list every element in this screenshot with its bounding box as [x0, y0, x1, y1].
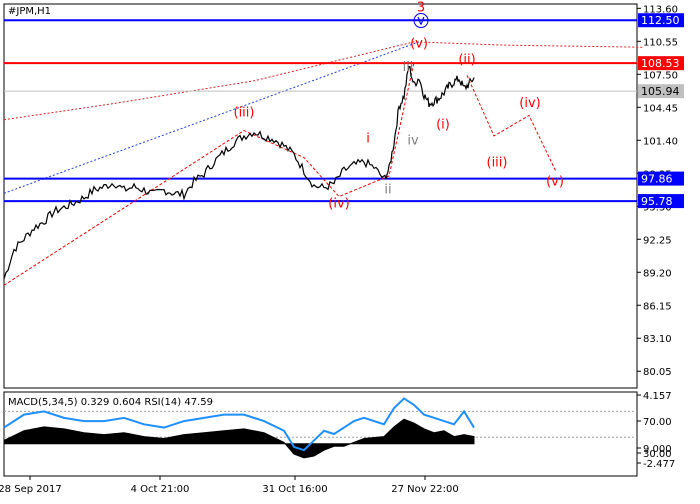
level-tag-label: 105.94 — [641, 85, 680, 98]
indicator-tick-label: -2.477 — [643, 459, 675, 470]
y-tick-label: 107.50 — [643, 70, 678, 81]
x-tick-label: 31 Oct 16:00 — [262, 484, 327, 495]
wave-label: (iii) — [234, 105, 255, 120]
red-channel-line — [3, 41, 645, 121]
price-line — [3, 65, 475, 279]
level-tag-bg — [638, 56, 684, 71]
x-tick-label: 28 Sep 2017 — [0, 484, 62, 495]
wave-label: (v) — [410, 36, 428, 51]
level-tag-label: 112.50 — [641, 14, 680, 27]
x-tick-label: 27 Nov 22:00 — [391, 484, 458, 495]
y-tick-label: 101.40 — [643, 136, 678, 147]
wave-label: ii — [384, 182, 391, 197]
indicator-tick-label: 4.157 — [643, 391, 672, 402]
wave-label: (iv) — [519, 96, 540, 111]
y-tick-label: 113.60 — [643, 4, 678, 15]
wave-label: 3 — [417, 1, 425, 16]
main-panel-frame — [3, 3, 638, 389]
wave-label: iii — [403, 60, 414, 75]
rsi-line — [3, 397, 475, 452]
x-tick-label: 4 Oct 21:00 — [131, 484, 190, 495]
indicator-tick-label: 30.00 — [643, 449, 672, 460]
level-tag-bg — [638, 171, 684, 186]
wave-label: v — [417, 14, 425, 29]
level-tag-bg — [638, 84, 684, 99]
y-tick-label: 83.10 — [643, 334, 672, 345]
y-tick-label: 104.45 — [643, 103, 678, 114]
wave-path — [3, 62, 415, 286]
indicator-title: MACD(5,34,5) 0.329 0.604 RSI(14) 47.59 — [8, 397, 213, 408]
macd-histogram — [3, 418, 475, 459]
level-tag-bg — [638, 194, 684, 209]
chart-title: #JPM,H1 — [8, 6, 51, 17]
wave-label: iv — [407, 134, 419, 149]
y-tick-label: 89.20 — [643, 268, 672, 279]
y-tick-label: 92.25 — [643, 235, 672, 246]
indicator-tick-label: 70.00 — [643, 417, 672, 428]
level-tag-label: 108.53 — [641, 57, 680, 70]
y-tick-label: 86.15 — [643, 301, 672, 312]
level-tag-label: 97.86 — [641, 173, 673, 186]
wave-label: (ii) — [458, 52, 475, 67]
indicator-tick-label: 9.000 — [643, 444, 672, 455]
wave-label-circle — [413, 13, 429, 29]
indicator-panel-frame — [3, 391, 638, 477]
y-tick-label: 80.05 — [643, 367, 672, 378]
wave-label: (v) — [546, 175, 564, 190]
wave-label: (i) — [436, 117, 450, 132]
level-tag-bg — [638, 13, 684, 28]
wave-label: i — [366, 131, 370, 146]
blue-channel-line — [3, 41, 420, 194]
y-tick-label: 110.55 — [643, 37, 678, 48]
level-tag-label: 95.78 — [641, 195, 673, 208]
wave-label: (iii) — [487, 155, 508, 170]
wave-label: (iv) — [328, 196, 349, 211]
forecast-path — [466, 75, 557, 172]
